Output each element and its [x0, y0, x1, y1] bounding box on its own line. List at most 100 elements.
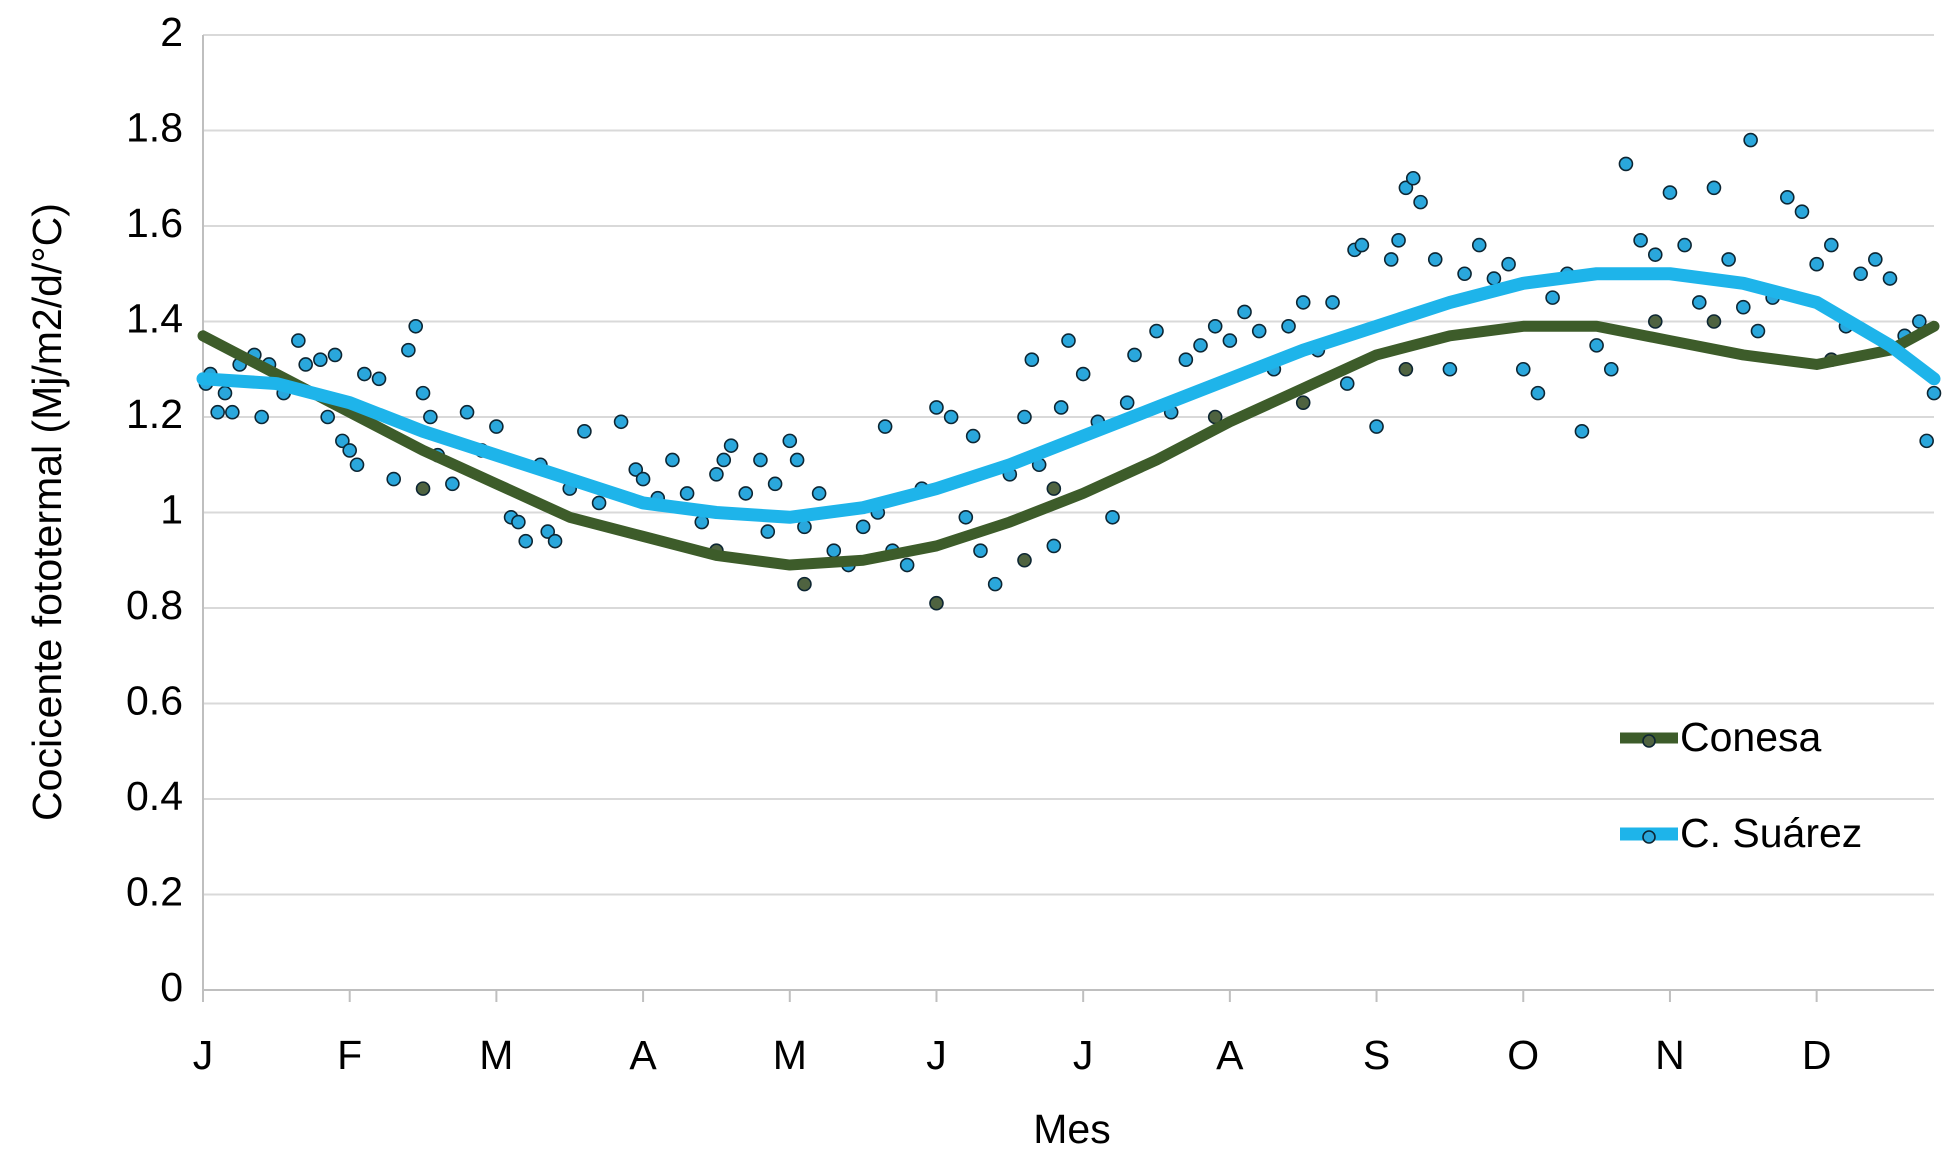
legend-label: Conesa [1680, 714, 1822, 760]
data-point [349, 457, 365, 473]
data-point [716, 452, 732, 468]
data-point [489, 419, 504, 434]
data-point [753, 452, 768, 468]
data-point [782, 433, 798, 449]
data-point [797, 576, 812, 592]
x-tick-label: M [479, 1032, 513, 1078]
data-point [1339, 376, 1355, 391]
data-point [1024, 352, 1040, 368]
data-point [1127, 347, 1142, 363]
y-axis-title: Cocicente fototermal (Mj/m2/d/°C) [24, 203, 70, 821]
data-point [459, 404, 475, 420]
data-point [1457, 266, 1472, 282]
data-point [811, 486, 827, 501]
data-point [386, 471, 402, 487]
data-point [1677, 237, 1692, 253]
data-point [760, 524, 776, 539]
x-tick-label: J [193, 1032, 214, 1078]
y-tick-label: 0.2 [126, 868, 183, 914]
data-point [1721, 252, 1736, 267]
x-tick-label: F [337, 1032, 362, 1078]
data-point [665, 452, 680, 468]
data-point [511, 514, 526, 530]
x-tick-label: S [1363, 1032, 1390, 1078]
data-point [254, 409, 269, 425]
trend-line [197, 320, 1940, 571]
data-point [313, 352, 328, 368]
data-point [789, 452, 805, 468]
legend-label: C. Suárez [1680, 810, 1862, 856]
data-point [408, 318, 424, 334]
data-point [320, 409, 335, 425]
y-tick-label: 1.4 [126, 295, 183, 341]
data-point [1398, 180, 1414, 196]
data-point [1780, 190, 1795, 205]
y-tick-label: 1.6 [126, 200, 183, 246]
data-point [929, 400, 944, 415]
data-point [1119, 395, 1135, 410]
data-point [1618, 156, 1634, 172]
data-point [679, 486, 695, 501]
data-point [217, 385, 233, 401]
data-point [943, 409, 959, 425]
data-point [298, 357, 313, 372]
x-tick-label: O [1507, 1032, 1539, 1078]
y-tick-label: 0.6 [126, 677, 183, 723]
x-tick-label: N [1655, 1032, 1685, 1078]
data-point [1427, 252, 1443, 267]
data-point [1046, 538, 1062, 554]
data-point [1706, 314, 1722, 329]
data-point [1295, 395, 1311, 410]
data-point [1295, 295, 1311, 310]
data-point [1178, 352, 1194, 368]
y-tick-label: 0 [160, 964, 183, 1010]
data-point [1501, 256, 1516, 272]
data-point [723, 438, 739, 453]
y-tick-label: 0.8 [126, 582, 183, 628]
data-point [628, 462, 644, 477]
data-point [210, 404, 225, 420]
data-point [1325, 295, 1340, 310]
data-point [225, 404, 240, 420]
data-point [1515, 361, 1531, 377]
data-point [1545, 290, 1560, 305]
data-point [540, 524, 556, 539]
data-point [1647, 247, 1663, 262]
data-point [1919, 433, 1934, 449]
data-point [826, 543, 842, 559]
data-point [1853, 266, 1868, 282]
data-point [1237, 304, 1252, 320]
data-point [1647, 314, 1663, 329]
data-point [415, 481, 431, 496]
data-point [1149, 323, 1164, 339]
data-point [1691, 295, 1707, 310]
data-point [1603, 361, 1619, 377]
data-point [1868, 252, 1883, 267]
data-point [1735, 299, 1751, 315]
data-point [1706, 180, 1722, 196]
data-point [767, 476, 783, 492]
data-point [1251, 323, 1267, 339]
data-point [855, 519, 871, 535]
data-point [1061, 333, 1076, 348]
data-point [1105, 509, 1120, 525]
data-point [1530, 385, 1546, 401]
x-axis-title: Mes [1033, 1106, 1110, 1152]
data-point [342, 443, 357, 458]
data-point [1824, 237, 1839, 253]
data-point [635, 471, 651, 487]
data-point [423, 409, 438, 425]
data-point [1662, 185, 1678, 200]
data-point [1075, 366, 1091, 382]
data-point [613, 414, 629, 430]
data-point [899, 557, 915, 573]
data-point [958, 509, 974, 525]
data-point [1882, 271, 1898, 286]
data-point [335, 433, 350, 449]
data-point [401, 342, 416, 358]
x-tick-label: D [1802, 1032, 1832, 1078]
x-tick-label: A [1216, 1032, 1244, 1078]
data-point [1354, 237, 1370, 253]
data-point [415, 385, 431, 401]
